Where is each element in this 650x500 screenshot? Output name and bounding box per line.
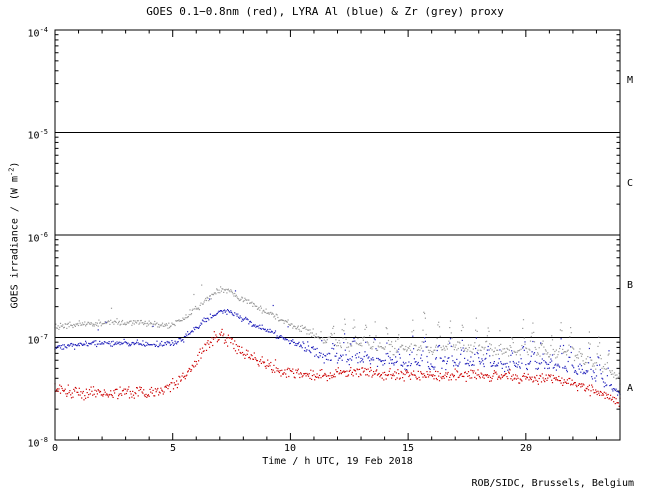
x-axis-label: Time / h UTC, 19 Feb 2018 <box>262 456 413 467</box>
y-axis-label-exponent: -2 <box>7 167 16 177</box>
series-red-points <box>54 328 621 407</box>
y-axis-label-suffix: ) <box>9 161 21 168</box>
y-axis-label-text: GOES irradiance / (W m <box>9 176 21 309</box>
flare-class-label-b: B <box>627 280 634 291</box>
y-axis-label: GOES irradiance / (W m-2) <box>7 162 20 309</box>
x-tick-label-0: 0 <box>51 443 59 454</box>
x-tick-label-5: 5 <box>169 443 177 454</box>
chart-title: GOES 0.1−0.8nm (red), LYRA Al (blue) & Z… <box>146 5 504 18</box>
y-tick-label-1e-8: 10-8 <box>27 436 48 450</box>
plot-frame <box>54 29 621 441</box>
series-blue-points <box>54 290 621 396</box>
y-tick-label-1e-7: 10-7 <box>27 333 48 347</box>
flare-class-label-m: M <box>627 75 634 86</box>
series-grey-points <box>54 284 621 385</box>
y-tick-label-1e-4: 10-4 <box>27 26 48 40</box>
axis-ticks <box>54 29 621 441</box>
x-tick-label-20: 20 <box>519 443 533 454</box>
flare-class-label-c: C <box>627 178 634 189</box>
y-tick-label-1e-6: 10-6 <box>27 231 48 245</box>
x-tick-label-15: 15 <box>401 443 415 454</box>
x-tick-label-10: 10 <box>283 443 297 454</box>
flare-class-label-a: A <box>627 383 634 394</box>
y-tick-label-1e-5: 10-5 <box>27 128 48 142</box>
credit-text: ROB/SIDC, Brussels, Belgium <box>471 478 634 489</box>
